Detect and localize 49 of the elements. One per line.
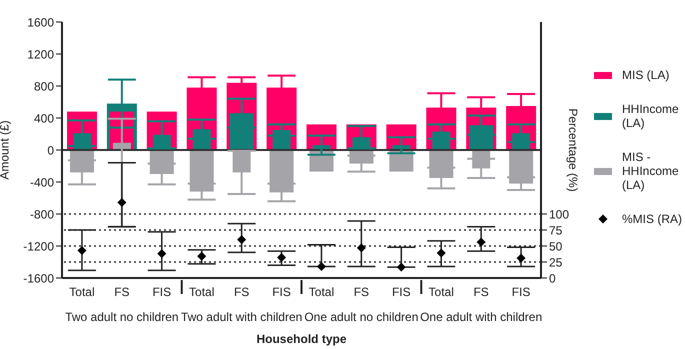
y2-tick-label: 0 xyxy=(549,271,556,286)
y2-tick-label: 50 xyxy=(549,239,563,254)
x-tick-label: FIS xyxy=(152,285,172,299)
x-axis-title: Household type xyxy=(256,332,347,346)
text: One adult with children xyxy=(420,310,542,324)
x-tick-label: FIS xyxy=(512,285,530,299)
point xyxy=(117,198,126,207)
legend-label: MIS (LA) xyxy=(622,68,670,82)
legend-label: MIS - HHIncome (LA) xyxy=(622,150,680,192)
point xyxy=(356,243,366,252)
y-tick-label: -1600 xyxy=(23,271,54,286)
x-tick-label: FS xyxy=(473,285,489,299)
legend-label: %MIS (RA) xyxy=(622,212,683,226)
point xyxy=(237,235,246,244)
x-tick-label: Total xyxy=(308,285,334,299)
y2-tick-label: 75 xyxy=(549,223,563,238)
y-tick-label: -400 xyxy=(30,175,54,190)
point xyxy=(157,249,166,258)
point xyxy=(396,262,406,272)
x-tick-label: Total xyxy=(189,285,214,299)
point xyxy=(436,248,446,258)
y-tick-label: -1200 xyxy=(23,239,54,254)
x-tick-label: FS xyxy=(354,285,370,299)
y-tick-label: 0 xyxy=(47,143,54,158)
x-tick-label: FS xyxy=(234,285,250,299)
y-tick-label: -800 xyxy=(30,207,54,222)
y2-tick-label: 100 xyxy=(549,207,570,222)
x-tick-label: FS xyxy=(114,285,130,299)
point xyxy=(316,262,326,271)
point xyxy=(77,246,86,255)
point xyxy=(476,238,486,247)
text: One adult no children xyxy=(304,310,418,324)
y-tick-label: 800 xyxy=(34,79,54,94)
y-tick-label: 1200 xyxy=(27,47,54,62)
x-tick-label: Total xyxy=(69,285,95,299)
y-tick-label: 1600 xyxy=(27,15,54,30)
y-tick-label: 400 xyxy=(34,111,54,126)
text: Two adult with children xyxy=(180,310,302,324)
x-tick-label: FIS xyxy=(272,285,291,299)
x-tick-label: Total xyxy=(428,285,454,299)
y-axis-title: Amount (£) xyxy=(0,120,12,180)
legend-label: HHIncome (LA) xyxy=(622,102,680,130)
point xyxy=(516,254,526,263)
text: Two adult no children xyxy=(65,310,179,324)
y2-axis-title: Percentage (%) xyxy=(566,108,580,192)
point xyxy=(197,252,206,261)
point xyxy=(277,253,286,262)
x-tick-label: FIS xyxy=(392,285,411,299)
y2-tick-label: 25 xyxy=(549,255,563,270)
